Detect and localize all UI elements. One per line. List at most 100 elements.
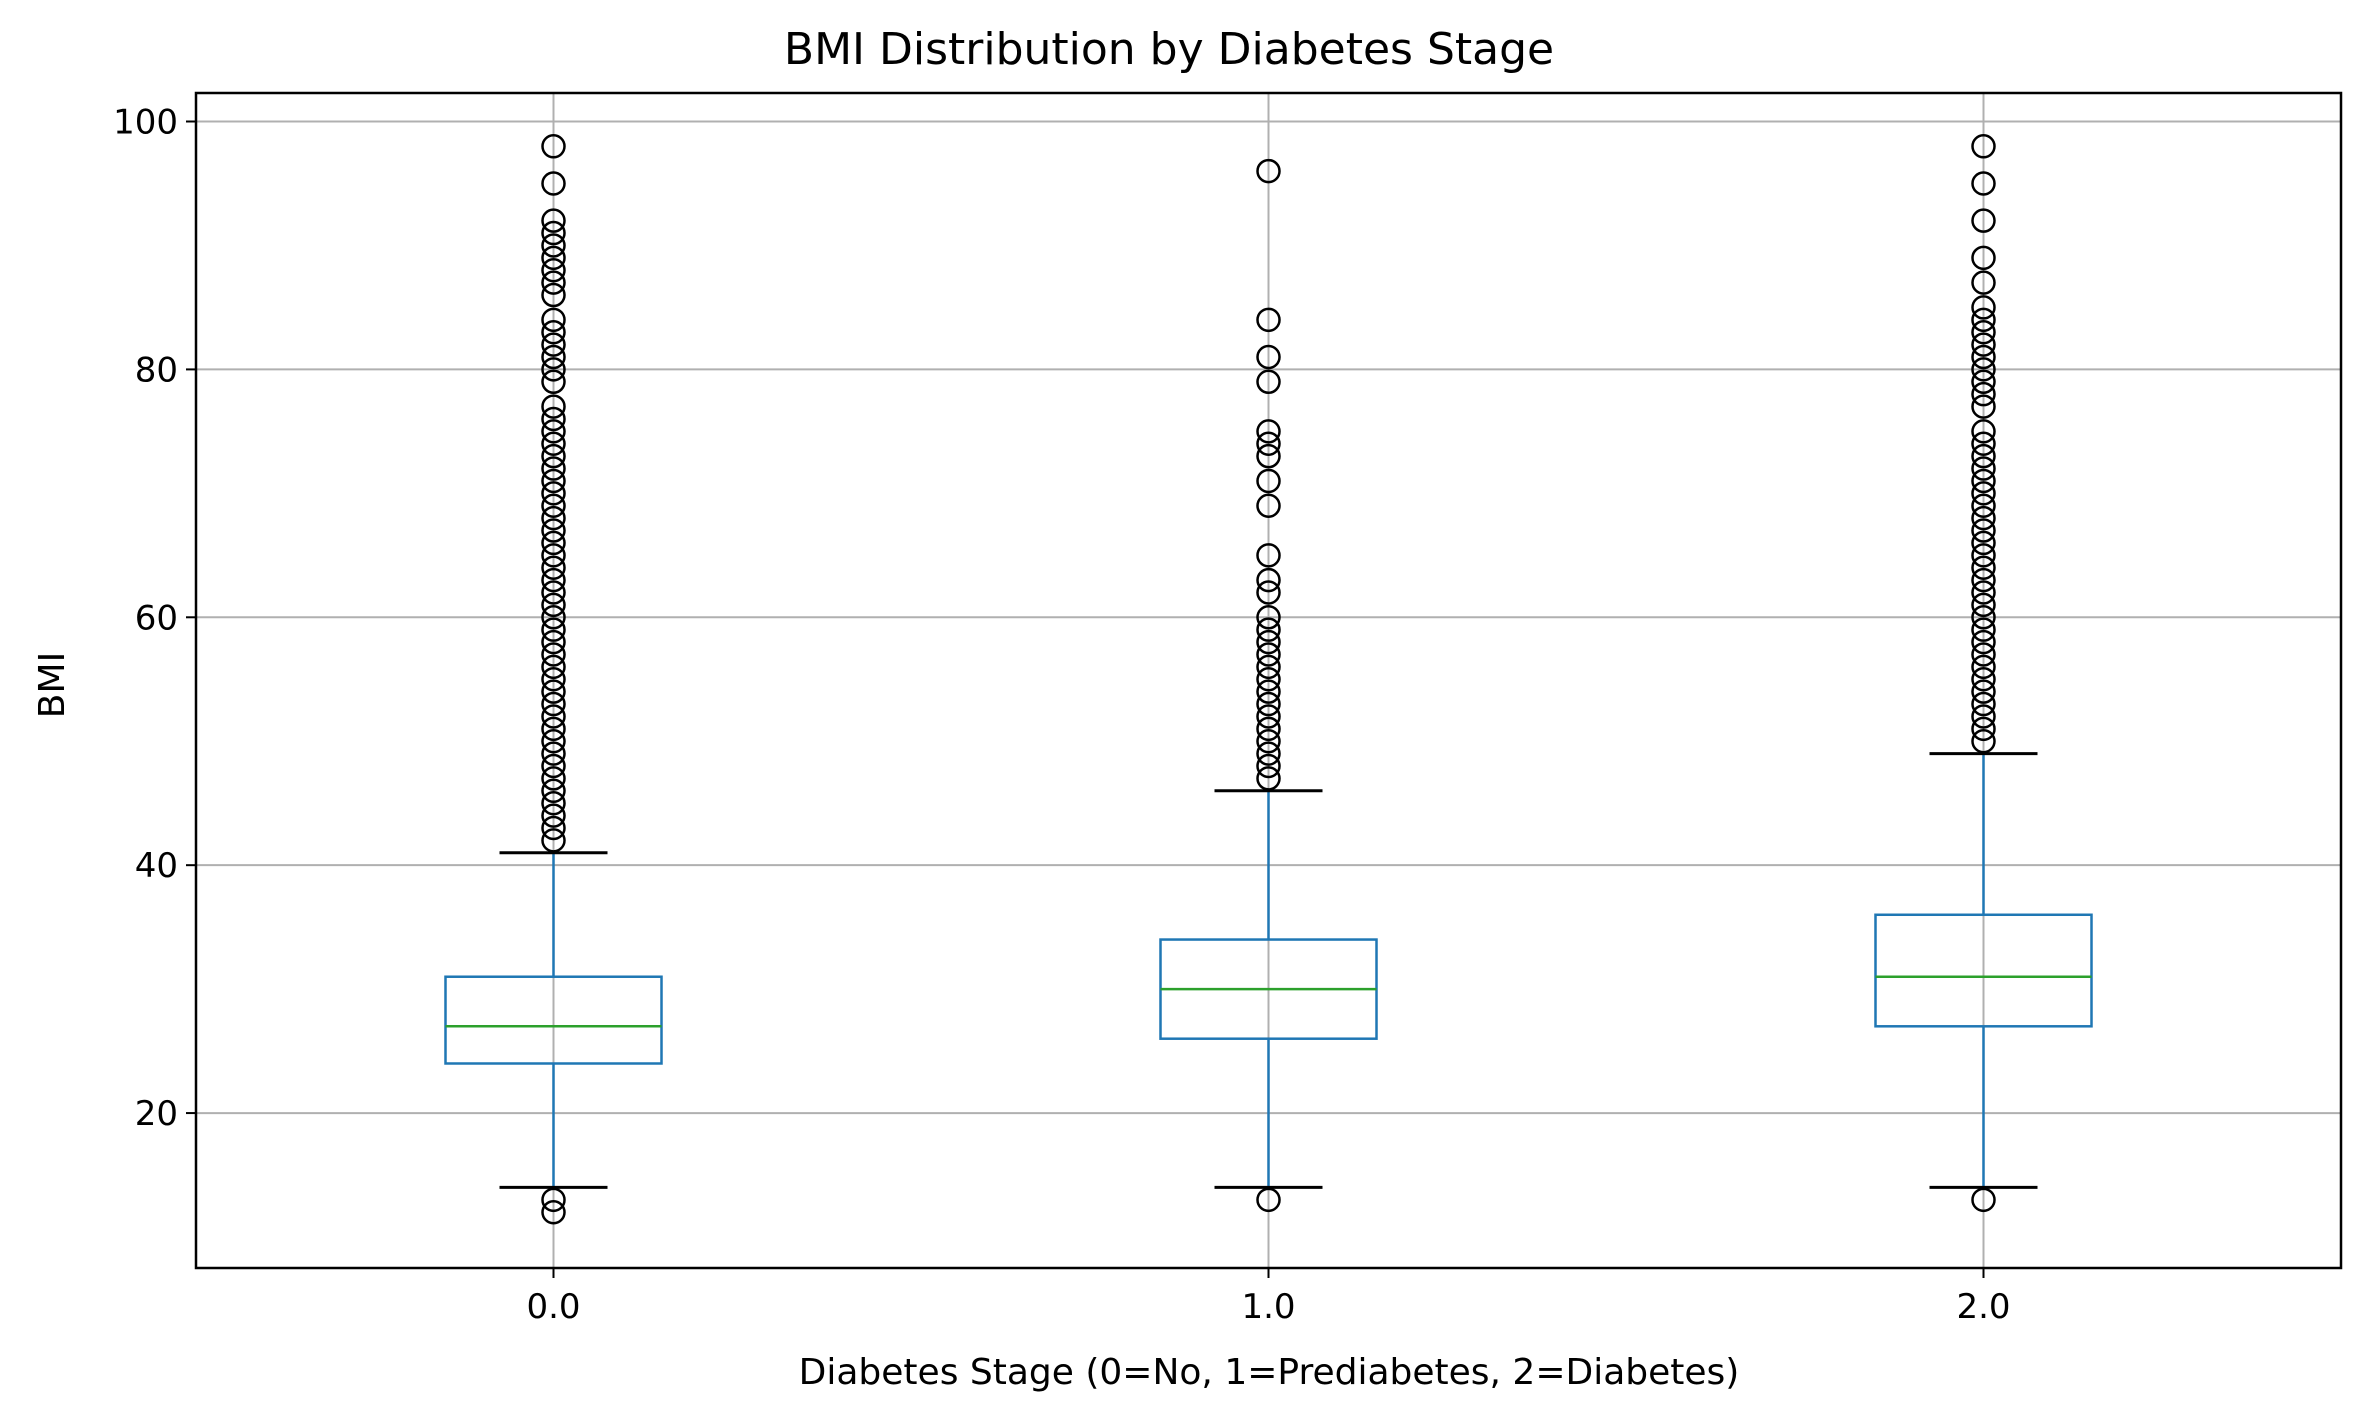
outlier-point — [1256, 493, 1281, 518]
outlier-point — [1971, 667, 1996, 692]
outlier-point — [541, 716, 566, 742]
outlier-point — [541, 518, 566, 543]
outlier-point — [1971, 295, 1996, 320]
outlier-point — [541, 555, 566, 580]
outlier-point — [1971, 1187, 1996, 1213]
outlier-point — [541, 394, 566, 419]
outlier-point — [1971, 543, 1996, 568]
outlier-point — [541, 282, 566, 308]
outlier-point — [1971, 468, 1996, 494]
outlier-point — [1256, 369, 1281, 395]
outlier-point — [1971, 245, 1996, 271]
outlier-point — [541, 208, 566, 233]
outlier-point — [1256, 1187, 1281, 1213]
outlier-point — [1256, 741, 1281, 766]
outlier-point — [1256, 716, 1281, 742]
outlier-point — [541, 431, 566, 457]
outlier-point — [1971, 567, 1996, 593]
x-tick-label-2.0: 2.0 — [1956, 1287, 2010, 1327]
outlier-point — [541, 567, 566, 593]
outlier-point — [541, 481, 566, 506]
outlier-point — [1256, 419, 1281, 444]
outlier-point — [1256, 468, 1281, 494]
iqr-box — [1874, 913, 2093, 1028]
outlier-point — [1971, 592, 1996, 618]
outlier-point — [541, 419, 566, 444]
outlier-point — [541, 245, 566, 271]
outlier-point — [1971, 357, 1996, 382]
outlier-point — [1971, 679, 1996, 704]
outlier-point — [1256, 642, 1281, 667]
outlier-point — [541, 766, 566, 791]
outlier-point — [1971, 456, 1996, 481]
outlier-point — [1256, 567, 1281, 593]
outlier-point — [541, 1199, 566, 1225]
outlier-point — [541, 493, 566, 518]
y-tick-label-80: 80 — [135, 350, 178, 390]
outlier-point — [1256, 443, 1281, 469]
outlier-point — [1971, 369, 1996, 395]
outlier-point — [541, 456, 566, 481]
outlier-point — [541, 679, 566, 704]
outlier-point — [1256, 728, 1281, 754]
chart-title: BMI Distribution by Diabetes Stage — [784, 24, 1554, 75]
outlier-point — [1971, 716, 1996, 742]
outlier-point — [1256, 617, 1281, 642]
outlier-point — [541, 406, 566, 432]
y-tick-label-60: 60 — [135, 598, 178, 638]
outlier-point — [1971, 319, 1996, 345]
outlier-point — [541, 828, 566, 853]
outlier-point — [1256, 753, 1281, 779]
outlier-point — [541, 654, 566, 680]
outlier-point — [541, 580, 566, 605]
outlier-point — [1971, 654, 1996, 680]
outlier-point — [1971, 344, 1996, 370]
outlier-point — [1971, 530, 1996, 556]
outlier-point — [1971, 481, 1996, 506]
y-tick-label-100: 100 — [113, 103, 178, 143]
outlier-point — [541, 369, 566, 395]
box-group-2.0 — [1874, 134, 2093, 1213]
outlier-point — [1971, 134, 1996, 159]
outlier-point — [541, 815, 566, 841]
outlier-point — [541, 704, 566, 729]
outlier-point — [541, 1187, 566, 1213]
outlier-point — [541, 753, 566, 779]
outlier-point — [1971, 728, 1996, 754]
box-plots — [444, 134, 2093, 1225]
outlier-point — [1971, 518, 1996, 543]
outlier-point — [1256, 667, 1281, 692]
box-group-1.0 — [1159, 158, 1378, 1213]
outlier-point — [1256, 307, 1281, 333]
outlier-point — [541, 629, 566, 655]
iqr-box — [444, 975, 663, 1065]
outlier-point — [1971, 642, 1996, 667]
outlier-point — [541, 543, 566, 568]
outlier-point — [541, 691, 566, 717]
outlier-point — [1971, 629, 1996, 655]
outlier-point — [1256, 629, 1281, 655]
outlier-point — [541, 605, 566, 630]
y-axis-label: BMI — [32, 652, 73, 718]
outlier-point — [1971, 505, 1996, 531]
outlier-point — [541, 592, 566, 618]
outlier-point — [541, 741, 566, 766]
outlier-point — [1256, 766, 1281, 791]
outlier-point — [1971, 443, 1996, 469]
outlier-point — [1971, 394, 1996, 419]
outlier-point — [541, 443, 566, 469]
outlier-point — [541, 344, 566, 370]
outlier-point — [1971, 617, 1996, 642]
outlier-point — [1971, 307, 1996, 333]
outlier-point — [541, 332, 566, 357]
outlier-point — [541, 642, 566, 667]
outlier-point — [541, 220, 566, 246]
outlier-point — [541, 530, 566, 556]
outlier-point — [1256, 704, 1281, 729]
outlier-point — [1971, 208, 1996, 233]
outlier-point — [1256, 158, 1281, 184]
outlier-point — [1971, 704, 1996, 729]
outlier-point — [1971, 580, 1996, 605]
